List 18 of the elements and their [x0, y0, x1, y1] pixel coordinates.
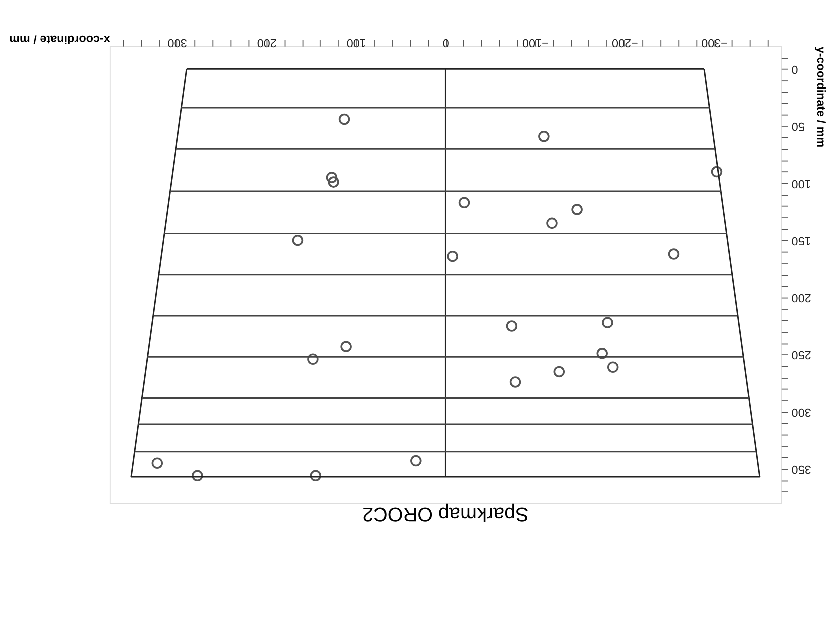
x-tick-label: 0 — [442, 36, 450, 50]
y-tick-label: 350 — [791, 462, 812, 476]
x-tick-label: −100 — [522, 36, 549, 50]
x-axis-title: x-coordinate / mm — [10, 33, 110, 46]
text: Sparkmap OROC2 — [362, 502, 529, 525]
x-tick-label: −200 — [612, 36, 638, 50]
x-tick-label: 200 — [256, 36, 277, 50]
y-axis-title: y-coordinate / mm — [814, 46, 828, 148]
y-tick-label: 150 — [791, 234, 812, 248]
x-tick-label: 100 — [346, 36, 366, 50]
x-tick-label: 300 — [167, 36, 188, 50]
y-tick-label: 0 — [791, 63, 798, 76]
y-tick-label: 100 — [791, 177, 812, 190]
y-tick-label: 200 — [791, 292, 812, 305]
x-tick-label: −300 — [701, 36, 728, 50]
y-tick-label: 300 — [791, 406, 812, 419]
y-tick-label: 50 — [791, 120, 805, 134]
y-tick-label: 250 — [791, 348, 812, 362]
